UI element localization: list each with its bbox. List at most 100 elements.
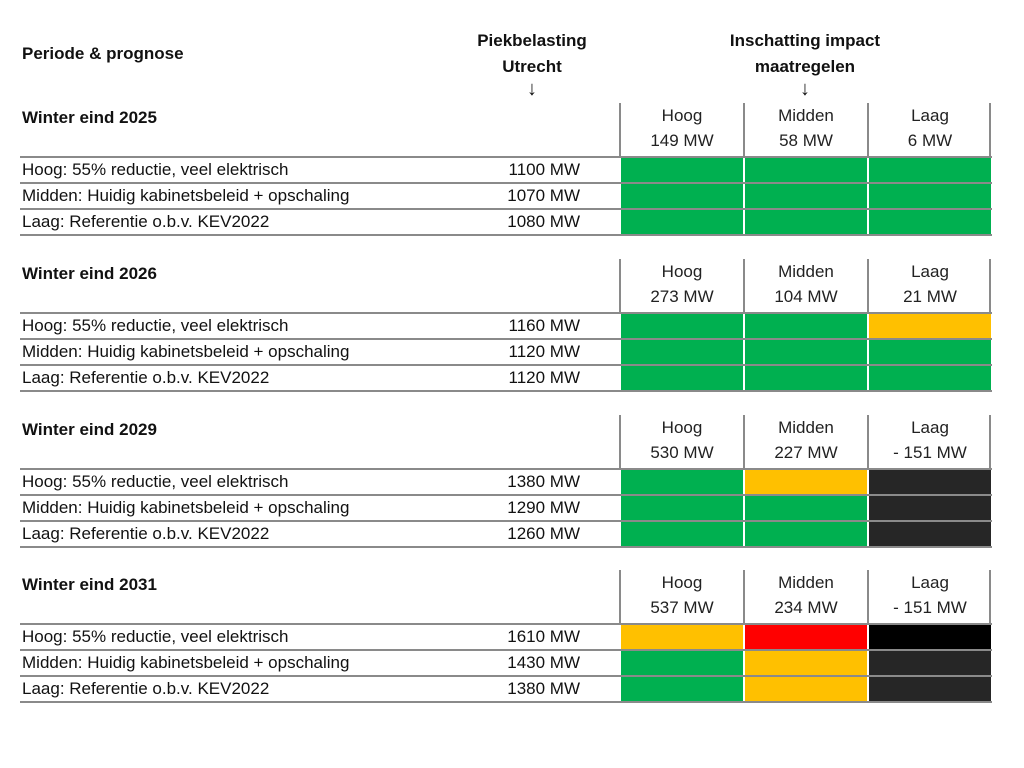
impact-header: Hoog 273 MW Midden 104 MW Laag 21 MW (619, 259, 991, 312)
row-divider (20, 312, 992, 314)
table-row: Laag: Referentie o.b.v. KEV2022 1380 MW (20, 675, 992, 701)
status-cell-green (621, 184, 743, 208)
column-divider (867, 259, 869, 312)
status-cell-green (745, 366, 867, 390)
status-cell-green (621, 158, 743, 182)
impact-header-cell: Hoog 530 MW (621, 415, 743, 468)
impact-value: - 151 MW (893, 443, 967, 462)
impact-header-cell: Laag 6 MW (869, 103, 991, 156)
table-row: Hoog: 55% reductie, veel elektrisch 1380 … (20, 468, 992, 494)
status-cell-dark (869, 677, 991, 701)
status-cell-green (621, 677, 743, 701)
impact-label: Midden (778, 418, 834, 437)
impact-value: 234 MW (774, 598, 838, 617)
status-cells (621, 677, 991, 701)
peak-load-value: 1610 MW (507, 627, 580, 646)
status-cell-green (621, 314, 743, 338)
column-divider (743, 259, 745, 312)
status-cell-green (621, 340, 743, 364)
status-cells (621, 496, 991, 520)
impact-header-cell: Laag - 151 MW (869, 570, 991, 623)
impact-value: 530 MW (650, 443, 714, 462)
impact-value: 6 MW (907, 131, 953, 150)
row-divider (20, 546, 992, 548)
impact-label: Laag (911, 106, 949, 125)
impact-label: Laag (911, 573, 949, 592)
impact-header: Hoog 530 MW Midden 227 MW Laag - 151 MW (619, 415, 991, 468)
peak-load-value: 1100 MW (508, 160, 581, 179)
arrow-down-icon: ↓ (527, 78, 537, 100)
status-cell-green (621, 496, 743, 520)
status-cell-amber (745, 677, 867, 701)
row-divider (20, 468, 992, 470)
table-row: Midden: Huidig kabinetsbeleid + opschali… (20, 338, 992, 364)
header-impact-line2: maatregelen (754, 57, 856, 76)
status-cell-green (745, 340, 867, 364)
column-divider (619, 415, 621, 468)
row-divider (20, 675, 992, 677)
row-divider (20, 338, 992, 340)
peak-load-value: 1290 MW (507, 498, 580, 517)
column-divider (867, 103, 869, 156)
status-cell-amber (621, 625, 743, 649)
row-divider (20, 701, 992, 703)
impact-value: 21 MW (903, 287, 957, 306)
header-impact-line1: Inschatting impact (729, 31, 881, 50)
status-cell-green (745, 496, 867, 520)
period-title: Winter eind 2031 (22, 575, 157, 594)
table-row: Midden: Huidig kabinetsbeleid + opschali… (20, 182, 992, 208)
column-divider (619, 570, 621, 623)
status-cell-green (745, 522, 867, 546)
status-cell-amber (745, 651, 867, 675)
impact-label: Hoog (661, 262, 703, 281)
row-divider (20, 208, 992, 210)
impact-value: 104 MW (774, 287, 838, 306)
status-cell-dark (869, 470, 991, 494)
row-divider (20, 156, 992, 158)
scenario-label: Midden: Huidig kabinetsbeleid + opschali… (22, 342, 350, 361)
column-divider (619, 103, 621, 156)
status-cell-green (869, 366, 991, 390)
row-divider (20, 494, 992, 496)
scenario-label: Laag: Referentie o.b.v. KEV2022 (22, 212, 270, 231)
scenario-label: Laag: Referentie o.b.v. KEV2022 (22, 368, 270, 387)
column-divider (989, 103, 991, 156)
table-row: Hoog: 55% reductie, veel elektrisch 1100 … (20, 156, 992, 182)
table-row: Hoog: 55% reductie, veel elektrisch 1160 … (20, 312, 992, 338)
row-divider (20, 520, 992, 522)
status-cell-amber (869, 314, 991, 338)
impact-header-cell: Hoog 149 MW (621, 103, 743, 156)
status-cell-red (745, 625, 867, 649)
peak-load-value: 1380 MW (507, 472, 580, 491)
header-periode: Periode & prognose (22, 44, 184, 63)
row-divider (20, 390, 992, 392)
impact-header-cell: Midden 58 MW (745, 103, 867, 156)
status-cell-green (621, 210, 743, 234)
status-cell-green (621, 470, 743, 494)
impact-label: Hoog (661, 573, 703, 592)
column-divider (743, 103, 745, 156)
period-block: Winter eind 2026 Hoog 273 MW Midden 104 MW La… (20, 259, 992, 392)
row-divider (20, 182, 992, 184)
status-cells (621, 158, 991, 182)
scenario-label: Hoog: 55% reductie, veel elektrisch (22, 160, 289, 179)
impact-value: - 151 MW (893, 598, 967, 617)
status-cell-dark (869, 522, 991, 546)
impact-header-cell: Laag 21 MW (869, 259, 991, 312)
peak-load-value: 1430 MW (507, 653, 580, 672)
column-divider (989, 259, 991, 312)
status-cells (621, 625, 991, 649)
impact-label: Hoog (661, 418, 703, 437)
impact-header-cell: Hoog 273 MW (621, 259, 743, 312)
column-divider (743, 415, 745, 468)
status-cell-black (869, 625, 991, 649)
impact-value: 58 MW (779, 131, 833, 150)
header-impact: Inschatting impact maatregelen ↓ (710, 28, 900, 100)
impact-label: Midden (778, 262, 834, 281)
column-divider (989, 570, 991, 623)
period-title: Winter eind 2025 (22, 108, 157, 127)
arrow-down-icon: ↓ (800, 78, 810, 100)
status-cell-green (869, 210, 991, 234)
status-cell-amber (745, 470, 867, 494)
impact-value: 273 MW (650, 287, 714, 306)
